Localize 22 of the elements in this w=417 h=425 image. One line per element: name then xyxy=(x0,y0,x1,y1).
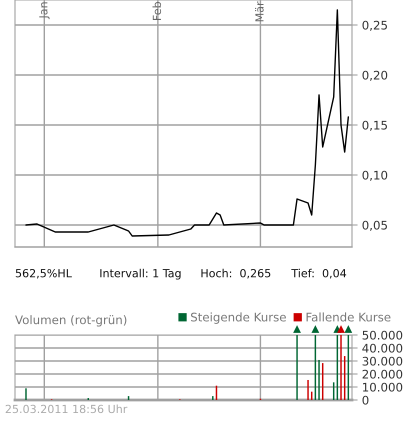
text: 562,5%HL xyxy=(16,268,72,279)
y-tick-label: 20.000 xyxy=(362,370,402,379)
x-tick-label: Jan xyxy=(39,2,50,20)
text: Hoch: 0,265 xyxy=(201,268,270,279)
y-tick-label: 0,25 xyxy=(362,20,387,31)
y-tick-label: 40.000 xyxy=(362,344,402,353)
y-tick-label: 0 xyxy=(362,396,368,405)
y-tick-label: 0,20 xyxy=(362,70,388,81)
x-tick-label: Feb xyxy=(152,2,162,20)
text: Tief: 0,04 xyxy=(291,268,346,279)
legend-label: Fallende Kurse xyxy=(306,312,390,322)
y-tick-label: 0,10 xyxy=(362,170,388,181)
y-tick-label: 0,05 xyxy=(362,220,387,231)
text: 25.03.2011 18:56 Uhr xyxy=(6,404,128,414)
y-tick-label: 30.000 xyxy=(362,356,402,366)
y-tick-label: 0,15 xyxy=(362,120,387,131)
legend-label: Steigende Kurse xyxy=(190,312,286,324)
y-tick-label: 50.000 xyxy=(362,330,402,340)
x-tick-label: Mär xyxy=(255,1,264,22)
text: Intervall: 1 Tag xyxy=(100,268,181,280)
y-tick-label: 10.000 xyxy=(363,382,402,392)
chart-title: Volumen (rot-grün) xyxy=(15,315,126,327)
